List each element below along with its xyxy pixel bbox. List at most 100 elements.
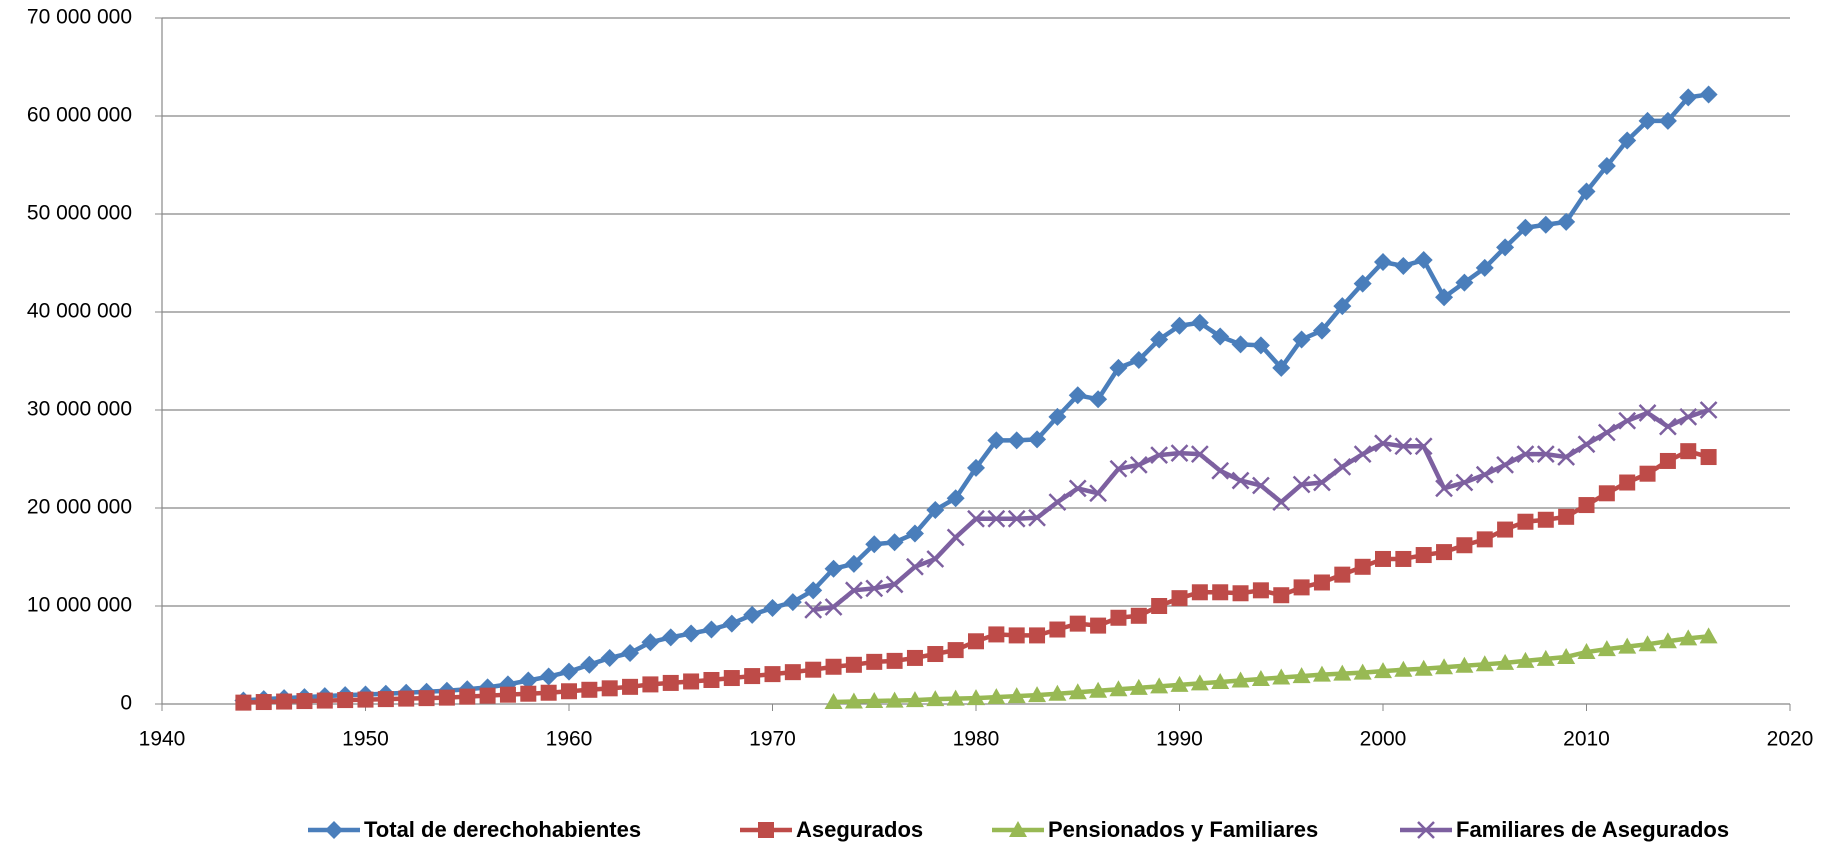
- marker: [325, 821, 343, 839]
- marker: [1496, 238, 1515, 257]
- marker: [1273, 587, 1290, 604]
- marker: [1374, 253, 1392, 272]
- marker: [1455, 273, 1474, 292]
- y-tick-label: 40 000 000: [27, 300, 132, 323]
- marker: [1048, 407, 1067, 426]
- marker: [1333, 664, 1352, 681]
- marker: [1129, 455, 1148, 474]
- marker: [1170, 675, 1189, 692]
- marker: [784, 664, 801, 681]
- marker: [906, 557, 924, 576]
- marker: [1292, 475, 1311, 494]
- marker: [520, 685, 537, 702]
- marker: [1231, 471, 1250, 490]
- marker: [1049, 621, 1066, 638]
- marker: [1211, 672, 1230, 689]
- marker: [1353, 445, 1372, 463]
- marker: [865, 692, 884, 709]
- marker: [600, 648, 619, 667]
- marker: [1517, 513, 1534, 530]
- marker: [946, 489, 965, 508]
- marker: [1292, 667, 1311, 684]
- marker: [661, 628, 680, 647]
- marker: [276, 693, 293, 710]
- marker: [824, 693, 843, 710]
- marker: [1516, 218, 1535, 237]
- x-tick-label: 1940: [139, 728, 186, 751]
- marker: [1110, 609, 1127, 626]
- marker: [906, 649, 923, 666]
- marker: [1395, 550, 1412, 567]
- marker: [1293, 579, 1310, 596]
- marker: [662, 674, 679, 691]
- marker: [1374, 662, 1392, 679]
- marker: [758, 822, 774, 838]
- marker: [967, 509, 985, 528]
- marker: [601, 680, 618, 697]
- marker: [622, 678, 639, 695]
- marker: [519, 671, 538, 690]
- marker: [1659, 417, 1677, 436]
- marker: [824, 559, 843, 578]
- marker: [1150, 677, 1169, 694]
- marker: [1699, 627, 1718, 644]
- marker: [337, 692, 354, 709]
- marker: [1415, 547, 1432, 564]
- marker: [1639, 465, 1656, 482]
- x-tick-label: 2010: [1563, 728, 1610, 751]
- marker: [1272, 668, 1291, 685]
- marker: [1252, 476, 1270, 495]
- marker: [642, 676, 659, 693]
- marker: [1007, 509, 1026, 528]
- marker: [968, 633, 984, 650]
- marker: [1475, 655, 1494, 672]
- marker: [540, 684, 557, 701]
- marker: [1557, 448, 1576, 466]
- marker: [804, 601, 823, 619]
- marker: [1455, 656, 1474, 673]
- marker: [866, 653, 883, 670]
- marker: [1312, 665, 1331, 682]
- marker: [1333, 457, 1352, 476]
- marker: [1597, 423, 1616, 442]
- x-tick-label: 1960: [546, 728, 593, 751]
- marker: [987, 688, 1006, 705]
- y-tick-label: 30 000 000: [27, 398, 132, 421]
- marker: [1516, 651, 1535, 668]
- marker: [1008, 627, 1025, 644]
- marker: [1232, 585, 1249, 602]
- x-tick-label: 1990: [1156, 728, 1203, 751]
- marker: [1435, 479, 1453, 498]
- marker: [1455, 473, 1474, 492]
- marker: [703, 671, 720, 688]
- marker: [1414, 251, 1433, 270]
- marker: [1211, 461, 1230, 480]
- marker: [1150, 330, 1169, 349]
- marker: [926, 500, 945, 519]
- legend-label: Total de derechohabientes: [364, 817, 641, 842]
- marker: [1700, 449, 1717, 466]
- marker: [1150, 446, 1169, 464]
- series-line: [243, 92, 1709, 703]
- marker: [1577, 435, 1596, 454]
- marker: [1578, 497, 1595, 514]
- marker: [1537, 511, 1554, 528]
- marker: [1009, 821, 1027, 837]
- marker: [683, 673, 700, 690]
- marker: [1251, 670, 1270, 687]
- marker: [499, 686, 516, 703]
- marker: [967, 689, 985, 706]
- marker: [1068, 683, 1087, 700]
- marker: [1333, 297, 1352, 316]
- marker: [1048, 493, 1067, 512]
- marker: [1374, 434, 1392, 453]
- marker: [1496, 455, 1514, 474]
- marker: [1191, 584, 1208, 601]
- marker: [1211, 327, 1230, 346]
- marker: [1394, 660, 1413, 677]
- marker: [845, 656, 862, 673]
- marker: [927, 646, 944, 663]
- marker: [296, 693, 313, 710]
